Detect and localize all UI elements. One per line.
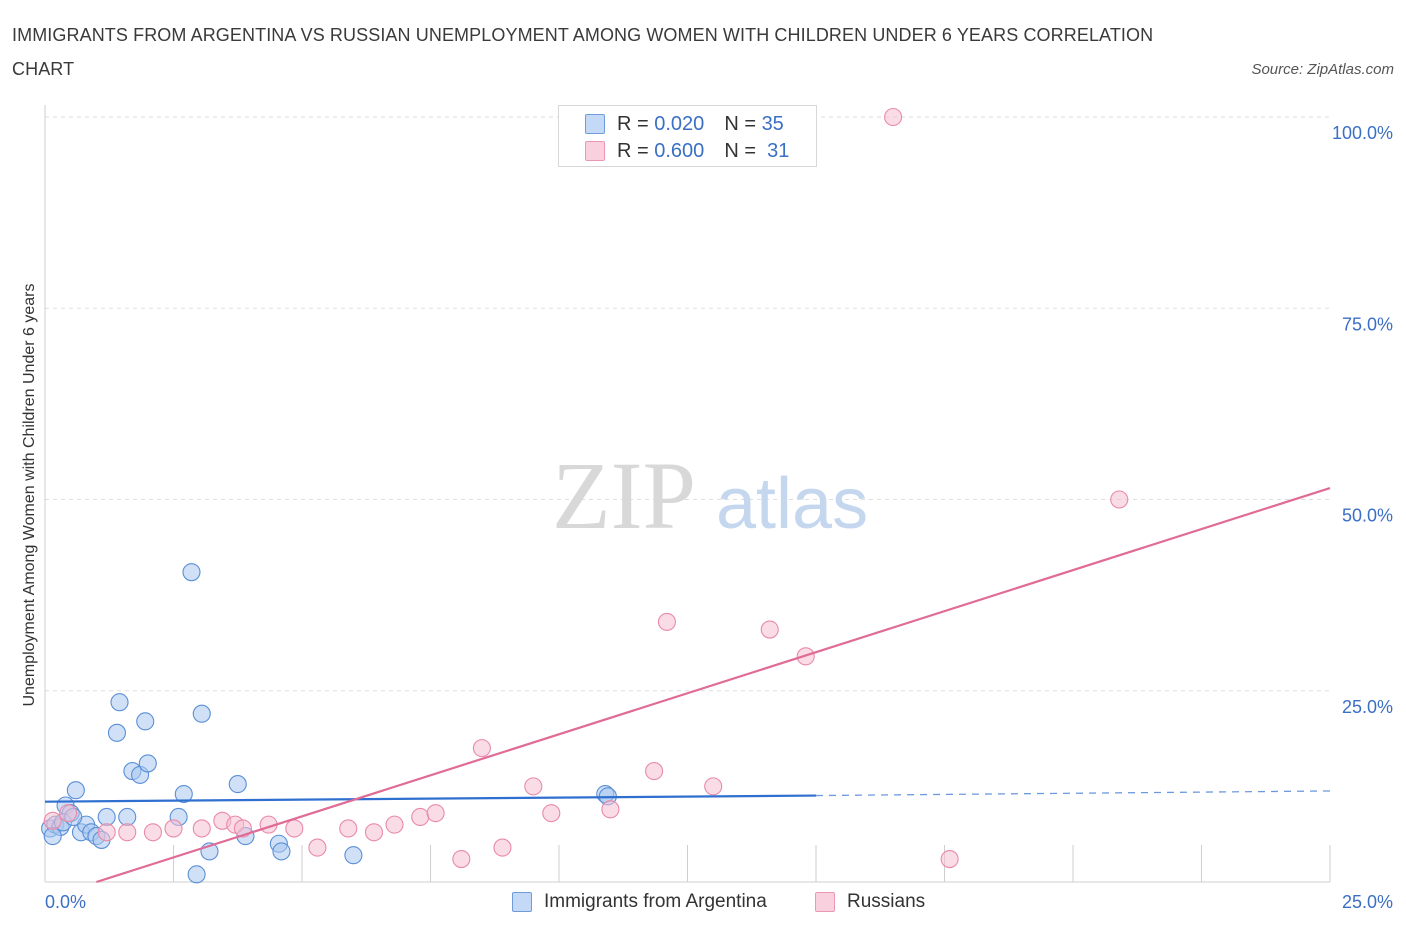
point-russians (97, 823, 116, 842)
point-russians (164, 819, 183, 838)
legend-item-russians: Russians (815, 888, 925, 916)
stats-legend: R = 0.020 N = 35 R = 0.600 N = 31 (558, 105, 817, 167)
point-russians (43, 811, 62, 830)
legend-swatch-pink (585, 141, 605, 161)
trend-lines (44, 486, 1331, 884)
watermark-atlas: atlas (716, 464, 868, 544)
point-russians (118, 823, 137, 842)
point-russians (385, 815, 404, 834)
point-russians (426, 804, 445, 823)
point-russians (472, 739, 491, 758)
legend-label: Russians (847, 891, 926, 912)
watermark: ZIP atlas (552, 442, 868, 549)
y-tick-label: 25.0% (1342, 697, 1393, 717)
point-argentina (66, 781, 85, 800)
point-russians (493, 838, 512, 857)
point-russians (760, 620, 779, 639)
point-russians (411, 807, 430, 827)
x-tick-label: 0.0% (45, 892, 86, 912)
point-russians (364, 823, 384, 842)
n-value: 35 (761, 112, 784, 135)
stats-row-russians: R = 0.600 N = 31 (585, 138, 789, 164)
point-argentina (272, 842, 291, 861)
y-tick-label: 75.0% (1342, 314, 1393, 334)
legend-swatch-pink (815, 892, 835, 912)
point-russians (657, 612, 676, 631)
tick-labels: 25.0% 50.0% 75.0% 100.0% 0.0% 25.0% (45, 123, 1393, 912)
point-russians (339, 819, 358, 838)
n-value: 31 (767, 139, 790, 162)
point-argentina (118, 807, 137, 827)
point-argentina (97, 807, 116, 827)
point-russians (542, 804, 561, 823)
r-label: R = (617, 112, 649, 135)
legend-label: Immigrants from Argentina (544, 891, 767, 912)
scatter-points (41, 107, 1129, 884)
n-label: N = (724, 112, 756, 135)
point-argentina (138, 754, 157, 773)
legend-swatch-blue (585, 114, 605, 134)
stats-row-argentina: R = 0.020 N = 35 (585, 111, 784, 137)
point-argentina (107, 723, 127, 742)
point-russians (143, 823, 162, 842)
axes (44, 105, 1331, 883)
point-russians (1110, 490, 1129, 509)
y-tick-label: 100.0% (1332, 123, 1393, 143)
r-value: 0.600 (654, 139, 705, 162)
source-label: Source: ZipAtlas.com (1251, 61, 1394, 78)
legend-item-argentina: Immigrants from Argentina (512, 888, 767, 916)
point-russians (308, 838, 327, 857)
point-russians (233, 819, 252, 838)
point-russians (704, 777, 723, 796)
point-argentina (110, 693, 129, 712)
point-argentina (187, 865, 206, 884)
trend-line-argentina-extension (815, 790, 1331, 797)
r-value: 0.020 (654, 112, 705, 135)
point-argentina (228, 775, 247, 794)
point-russians (601, 800, 620, 819)
x-tick-label: 25.0% (1342, 892, 1393, 912)
point-russians (192, 819, 211, 838)
watermark-zip: ZIP (552, 442, 696, 549)
gridlines (45, 116, 1330, 692)
point-russians (884, 107, 903, 127)
point-argentina (192, 704, 211, 723)
trend-line-russians (96, 486, 1331, 884)
n-label: N = (724, 139, 756, 162)
point-argentina (344, 846, 363, 865)
y-tick-label: 50.0% (1342, 506, 1393, 526)
trend-line-argentina (44, 794, 817, 803)
point-russians (285, 819, 304, 838)
chart-title: IMMIGRANTS FROM ARGENTINA VS RUSSIAN UNE… (12, 25, 1154, 79)
point-argentina (174, 784, 193, 804)
point-russians (59, 804, 78, 823)
point-argentina (182, 563, 201, 582)
legend-swatch-blue (512, 892, 532, 912)
point-argentina (136, 712, 155, 731)
point-russians (524, 777, 543, 796)
point-russians (452, 849, 471, 869)
r-label: R = (617, 139, 649, 162)
point-russians (645, 762, 664, 781)
point-russians (940, 849, 959, 869)
